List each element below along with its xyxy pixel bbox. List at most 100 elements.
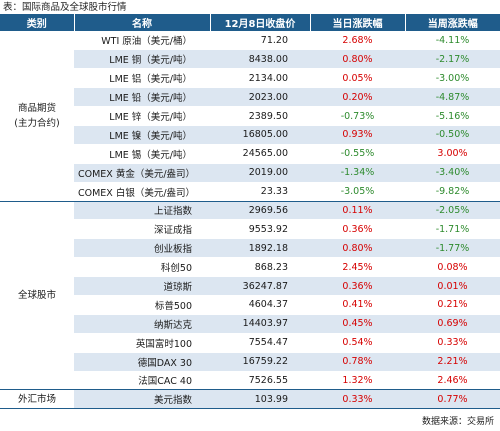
- category-cell: 外汇市场: [0, 389, 74, 410]
- close-price-cell: 4604.37: [210, 295, 310, 315]
- name-cell: COMEX 黄金（美元/盎司）: [74, 163, 210, 183]
- close-price-cell: 2019.00: [210, 163, 310, 183]
- header-category: 类别: [0, 14, 75, 31]
- week-change-cell: 3.00%: [405, 144, 500, 164]
- close-price-cell: 2969.56: [210, 201, 310, 221]
- table-row: 外汇市场 美元指数 103.99 0.33% 0.77%: [0, 389, 500, 410]
- table-row: 英国富时100 7554.47 0.54% 0.33%: [0, 333, 500, 353]
- week-change-cell: 0.69%: [405, 314, 500, 334]
- name-cell: 道琼斯: [74, 276, 210, 296]
- name-cell: 标普500: [74, 295, 210, 315]
- name-cell: 深证成指: [74, 219, 210, 240]
- close-price-cell: 9553.92: [210, 219, 310, 240]
- day-change-cell: 0.41%: [310, 295, 405, 315]
- close-price-cell: 2389.50: [210, 106, 310, 126]
- close-price-cell: 2023.00: [210, 87, 310, 108]
- week-change-cell: -4.11%: [405, 31, 500, 51]
- close-price-cell: 7554.47: [210, 333, 310, 353]
- table-row: LME 铜（美元/吨） 8438.00 0.80% -2.17%: [0, 49, 500, 70]
- close-price-cell: 868.23: [210, 257, 310, 278]
- table-row: LME 锌（美元/吨） 2389.50 -0.73% -5.16%: [0, 106, 500, 126]
- day-change-cell: -3.05%: [310, 182, 405, 202]
- table-row: 纳斯达克 14403.97 0.45% 0.69%: [0, 314, 500, 334]
- day-change-cell: 0.93%: [310, 125, 405, 145]
- close-price-cell: 23.33: [210, 182, 310, 202]
- header-day-change: 当日涨跌幅: [310, 14, 406, 31]
- name-cell: LME 铜（美元/吨）: [74, 49, 210, 70]
- day-change-cell: 0.78%: [310, 352, 405, 372]
- day-change-cell: 0.80%: [310, 238, 405, 259]
- header-week-change: 当周涨跌幅: [405, 14, 500, 31]
- table-row: 道琼斯 36247.87 0.36% 0.01%: [0, 276, 500, 296]
- category-cell: 商品期货 (主力合约): [0, 31, 74, 202]
- table-row: 法国CAC 40 7526.55 1.32% 2.46%: [0, 371, 500, 391]
- name-cell: LME 锡（美元/吨）: [74, 144, 210, 164]
- day-change-cell: 0.36%: [310, 219, 405, 240]
- week-change-cell: 0.21%: [405, 295, 500, 315]
- day-change-cell: 0.45%: [310, 314, 405, 334]
- name-cell: 德国DAX 30: [74, 352, 210, 372]
- day-change-cell: -0.55%: [310, 144, 405, 164]
- table-row: 科创50 868.23 2.45% 0.08%: [0, 257, 500, 278]
- close-price-cell: 16759.22: [210, 352, 310, 372]
- day-change-cell: 0.80%: [310, 49, 405, 70]
- data-source-note: 数据来源：交易所: [421, 417, 494, 427]
- name-cell: LME 铝（美元/吨）: [74, 68, 210, 89]
- week-change-cell: -5.16%: [405, 106, 500, 126]
- day-change-cell: 2.45%: [310, 257, 405, 278]
- day-change-cell: 2.68%: [310, 31, 405, 51]
- day-change-cell: 0.05%: [310, 68, 405, 89]
- table-row: LME 铝（美元/吨） 2134.00 0.05% -3.00%: [0, 68, 500, 89]
- table-body: 商品期货 (主力合约) WTI 原油（美元/桶） 71.20 2.68% -4.11% LM…: [0, 31, 500, 410]
- close-price-cell: 103.99: [210, 389, 310, 410]
- table-row: LME 铅（美元/吨） 2023.00 0.20% -4.87%: [0, 87, 500, 108]
- table-row: 创业板指 1892.18 0.80% -1.77%: [0, 238, 500, 259]
- close-price-cell: 36247.87: [210, 276, 310, 296]
- name-cell: 上证指数: [74, 201, 210, 221]
- name-cell: 科创50: [74, 257, 210, 278]
- close-price-cell: 24565.00: [210, 144, 310, 164]
- name-cell: 创业板指: [74, 238, 210, 259]
- week-change-cell: 0.77%: [405, 389, 500, 410]
- week-change-cell: -0.50%: [405, 125, 500, 145]
- table-row: 德国DAX 30 16759.22 0.78% 2.21%: [0, 352, 500, 372]
- week-change-cell: -4.87%: [405, 87, 500, 108]
- header-name: 名称: [74, 14, 211, 31]
- table-caption: 表：国际商品及全球股市行情: [3, 2, 127, 13]
- header-close: 12月8日收盘价: [210, 14, 311, 31]
- name-cell: 纳斯达克: [74, 314, 210, 334]
- week-change-cell: -2.05%: [405, 201, 500, 221]
- name-cell: LME 镍（美元/吨）: [74, 125, 210, 145]
- week-change-cell: -2.17%: [405, 49, 500, 70]
- table-row: LME 锡（美元/吨） 24565.00 -0.55% 3.00%: [0, 144, 500, 164]
- close-price-cell: 8438.00: [210, 49, 310, 70]
- name-cell: LME 铅（美元/吨）: [74, 87, 210, 108]
- table-row: LME 镍（美元/吨） 16805.00 0.93% -0.50%: [0, 125, 500, 145]
- week-change-cell: -3.40%: [405, 163, 500, 183]
- name-cell: 美元指数: [74, 389, 210, 410]
- day-change-cell: 0.54%: [310, 333, 405, 353]
- header-row: 类别 名称 12月8日收盘价 当日涨跌幅 当周涨跌幅: [0, 14, 500, 31]
- table-row: 深证成指 9553.92 0.36% -1.71%: [0, 219, 500, 240]
- day-change-cell: 1.32%: [310, 371, 405, 391]
- close-price-cell: 71.20: [210, 31, 310, 51]
- name-cell: WTI 原油（美元/桶）: [74, 31, 210, 51]
- week-change-cell: 2.21%: [405, 352, 500, 372]
- close-price-cell: 14403.97: [210, 314, 310, 334]
- close-price-cell: 1892.18: [210, 238, 310, 259]
- day-change-cell: -0.73%: [310, 106, 405, 126]
- day-change-cell: 0.11%: [310, 201, 405, 221]
- week-change-cell: -1.77%: [405, 238, 500, 259]
- week-change-cell: -3.00%: [405, 68, 500, 89]
- name-cell: COMEX 白银（美元/盎司）: [74, 182, 210, 202]
- category-cell: 全球股市: [0, 201, 74, 391]
- week-change-cell: -1.71%: [405, 219, 500, 240]
- name-cell: 英国富时100: [74, 333, 210, 353]
- table-row: COMEX 黄金（美元/盎司） 2019.00 -1.34% -3.40%: [0, 163, 500, 183]
- close-price-cell: 16805.00: [210, 125, 310, 145]
- day-change-cell: 0.20%: [310, 87, 405, 108]
- day-change-cell: -1.34%: [310, 163, 405, 183]
- table-row: 商品期货 (主力合约) WTI 原油（美元/桶） 71.20 2.68% -4.11%: [0, 31, 500, 202]
- week-change-cell: 0.01%: [405, 276, 500, 296]
- table-row: COMEX 白银（美元/盎司） 23.33 -3.05% -9.82%: [0, 182, 500, 202]
